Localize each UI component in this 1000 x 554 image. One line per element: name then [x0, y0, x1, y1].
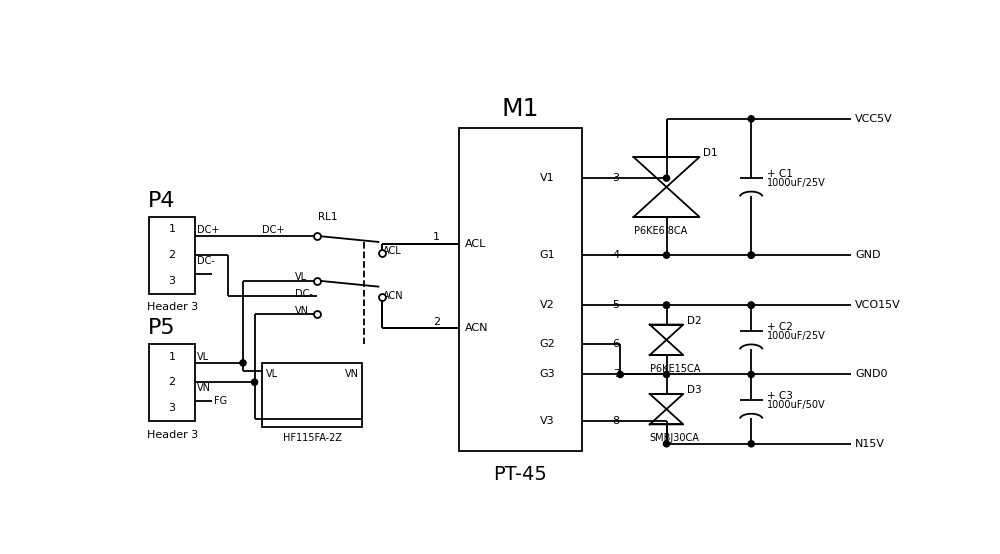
Text: FG: FG — [214, 397, 227, 407]
Text: 1000uF/25V: 1000uF/25V — [767, 178, 825, 188]
Text: DC+: DC+ — [197, 225, 219, 235]
Text: GND: GND — [855, 250, 881, 260]
Circle shape — [663, 302, 670, 308]
Bar — [149, 217, 195, 294]
Text: P6KE15CA: P6KE15CA — [650, 364, 700, 374]
Text: 1: 1 — [169, 352, 176, 362]
Text: ACL: ACL — [383, 247, 402, 257]
Text: DC-: DC- — [197, 257, 215, 266]
Circle shape — [617, 371, 623, 378]
Circle shape — [251, 379, 258, 385]
Text: VCC5V: VCC5V — [855, 114, 893, 124]
Text: V1: V1 — [539, 173, 554, 183]
Circle shape — [748, 371, 754, 378]
Circle shape — [663, 371, 670, 378]
Circle shape — [748, 440, 754, 447]
Text: VL: VL — [295, 273, 307, 283]
Text: 1000uF/25V: 1000uF/25V — [767, 331, 825, 341]
Text: VN: VN — [197, 383, 211, 393]
Bar — [149, 343, 195, 420]
Text: D2: D2 — [687, 316, 702, 326]
Text: G2: G2 — [539, 338, 555, 348]
Text: 2: 2 — [433, 317, 440, 327]
Circle shape — [748, 116, 754, 122]
Text: ACL: ACL — [465, 239, 486, 249]
Text: VL: VL — [197, 352, 209, 362]
Circle shape — [240, 360, 246, 366]
Text: VN: VN — [295, 306, 309, 316]
Text: P6KE6.8CA: P6KE6.8CA — [634, 226, 687, 236]
Text: + C2: + C2 — [767, 322, 792, 332]
Text: Header 3: Header 3 — [147, 429, 198, 439]
Circle shape — [748, 302, 754, 308]
Text: 5: 5 — [613, 300, 620, 310]
Text: 3: 3 — [169, 276, 176, 286]
Text: 2: 2 — [169, 250, 176, 260]
Text: N15V: N15V — [855, 439, 885, 449]
Text: RL1: RL1 — [318, 212, 338, 222]
Text: + C3: + C3 — [767, 391, 792, 401]
Text: G3: G3 — [539, 370, 555, 379]
Circle shape — [748, 252, 754, 258]
Text: 3: 3 — [169, 403, 176, 413]
Text: PT-45: PT-45 — [493, 465, 547, 484]
Text: + C1: + C1 — [767, 169, 792, 179]
Circle shape — [663, 302, 670, 308]
Circle shape — [748, 252, 754, 258]
Text: V2: V2 — [539, 300, 554, 310]
Text: DC+: DC+ — [262, 225, 285, 235]
Circle shape — [663, 252, 670, 258]
Text: ACN: ACN — [383, 291, 404, 301]
Text: G1: G1 — [539, 250, 555, 260]
Text: DC-: DC- — [295, 289, 313, 299]
Text: V3: V3 — [539, 416, 554, 425]
Text: ACN: ACN — [465, 324, 488, 334]
Text: VL: VL — [266, 370, 278, 379]
Text: 4: 4 — [613, 250, 620, 260]
Text: 1: 1 — [169, 224, 176, 234]
Text: 1: 1 — [433, 233, 440, 243]
Text: 1000uF/50V: 1000uF/50V — [767, 401, 825, 411]
Text: M1: M1 — [501, 97, 539, 121]
Text: 8: 8 — [613, 416, 620, 425]
Text: 2: 2 — [169, 377, 176, 387]
Text: SMBJ30CA: SMBJ30CA — [650, 433, 700, 443]
Text: Header 3: Header 3 — [147, 302, 198, 312]
Text: P5: P5 — [148, 319, 175, 338]
Text: P4: P4 — [148, 191, 175, 211]
Text: 6: 6 — [613, 338, 620, 348]
Text: VCO15V: VCO15V — [855, 300, 901, 310]
Bar — [262, 363, 362, 427]
Text: 7: 7 — [613, 370, 620, 379]
Text: HF115FA-2Z: HF115FA-2Z — [283, 433, 342, 443]
Text: D3: D3 — [687, 385, 702, 395]
Text: VN: VN — [344, 370, 358, 379]
Circle shape — [748, 302, 754, 308]
Text: D1: D1 — [703, 148, 718, 158]
Circle shape — [663, 175, 670, 181]
Circle shape — [663, 440, 670, 447]
Text: GND0: GND0 — [855, 370, 888, 379]
Text: 3: 3 — [613, 173, 620, 183]
Bar — [459, 128, 582, 452]
